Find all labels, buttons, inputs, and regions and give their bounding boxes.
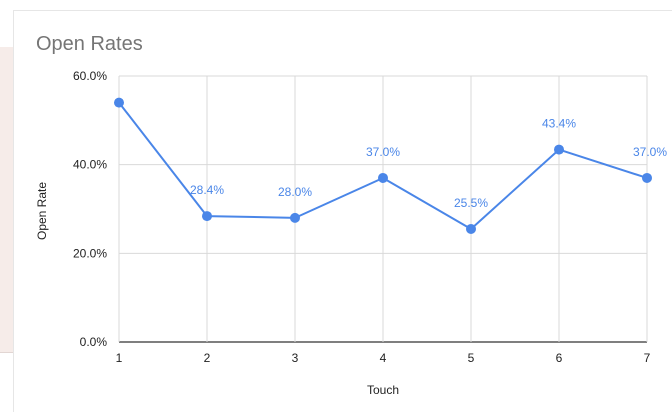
data-point-7[interactable] <box>642 172 652 183</box>
gridlines <box>118 75 648 343</box>
series-group: 28.4% 28.0% 37.0% 25.5% 43.4% 37.0% <box>114 97 667 234</box>
y-tick-label: 40.0% <box>73 158 107 172</box>
data-label-4: 37.0% <box>366 145 400 159</box>
side-panel <box>0 47 13 353</box>
data-label-3: 28.0% <box>278 185 312 199</box>
data-point-1[interactable] <box>114 97 124 108</box>
data-label-2: 28.4% <box>190 183 224 197</box>
chart-title: Open Rates <box>36 33 143 55</box>
chart-card[interactable] <box>13 10 672 412</box>
data-point-2[interactable] <box>202 211 212 222</box>
x-axis-ticks: 1 2 3 4 5 6 7 <box>116 351 651 365</box>
x-tick-label: 2 <box>204 351 211 365</box>
data-label-5: 25.5% <box>454 196 488 210</box>
y-tick-label: 60.0% <box>73 69 107 83</box>
y-tick-label: 0.0% <box>80 335 108 349</box>
x-tick-label: 1 <box>116 351 123 365</box>
x-tick-label: 7 <box>644 351 651 365</box>
x-axis-label: Touch <box>367 383 399 397</box>
data-point-4[interactable] <box>378 172 388 183</box>
x-tick-label: 3 <box>292 351 299 365</box>
data-label-6: 43.4% <box>542 117 576 131</box>
y-axis-label: Open Rate <box>35 182 49 240</box>
y-tick-label: 20.0% <box>73 246 107 260</box>
x-tick-label: 4 <box>380 351 387 365</box>
data-point-3[interactable] <box>290 212 300 223</box>
data-label-7: 37.0% <box>633 145 667 159</box>
y-axis-ticks: 0.0% 20.0% 40.0% 60.0% <box>73 69 107 349</box>
data-point-6[interactable] <box>554 144 564 155</box>
x-tick-label: 5 <box>468 351 475 365</box>
x-tick-label: 6 <box>556 351 563 365</box>
data-point-5[interactable] <box>466 223 476 234</box>
